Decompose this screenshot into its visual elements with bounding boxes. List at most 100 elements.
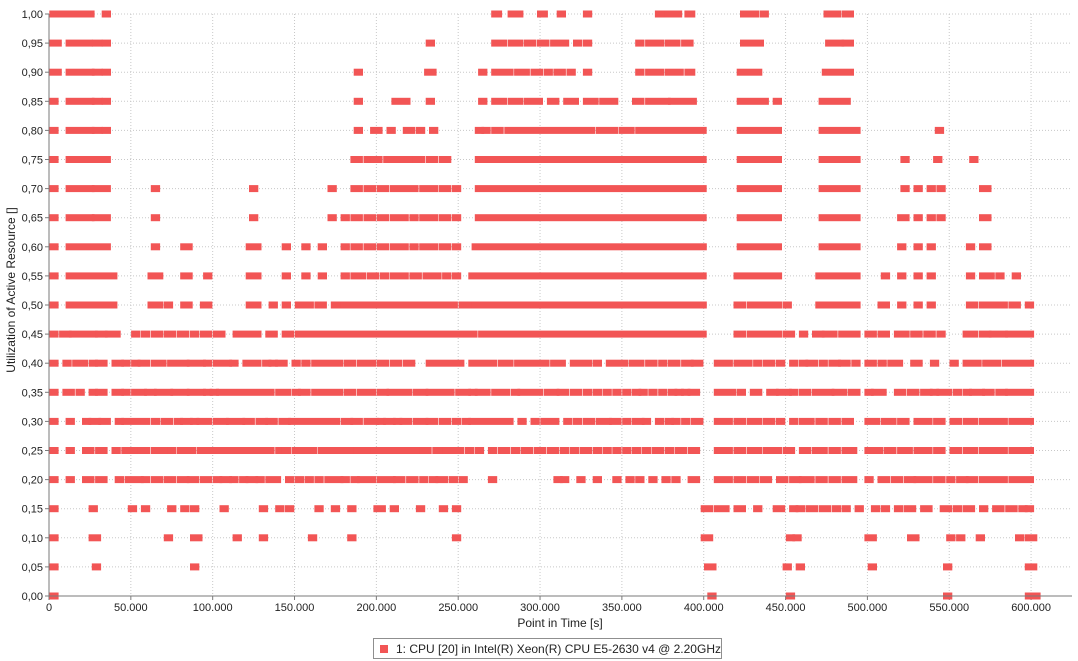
data-point: [979, 505, 989, 513]
data-point: [389, 359, 403, 367]
data-point: [537, 10, 548, 18]
data-point: [651, 447, 665, 454]
data-point: [245, 301, 262, 309]
data-point: [664, 39, 681, 47]
data-point: [612, 447, 622, 454]
data-point: [373, 505, 386, 513]
data-point: [635, 68, 645, 76]
data-point: [49, 505, 59, 513]
data-point: [65, 417, 75, 425]
data-point: [104, 330, 121, 338]
data-point: [514, 359, 550, 367]
data-point: [736, 214, 782, 222]
data-point: [569, 388, 583, 396]
data-point: [314, 476, 324, 484]
data-point: [864, 476, 874, 484]
data-point: [934, 126, 945, 134]
data-point: [612, 388, 622, 396]
data-point: [789, 359, 799, 367]
data-point: [360, 447, 373, 454]
data-point: [65, 97, 95, 105]
data-point: [507, 10, 524, 18]
data-point: [265, 330, 278, 338]
x-tick-labels: 0 50.000 100.000 150.000 200.000 250.000 300.0…: [46, 602, 1051, 614]
data-point: [1008, 301, 1021, 309]
data-point: [920, 388, 933, 396]
data-point: [101, 10, 111, 18]
data-point: [229, 359, 239, 367]
data-point: [88, 534, 102, 542]
data-point: [291, 359, 301, 367]
data-point: [219, 476, 232, 484]
data-point: [900, 156, 910, 163]
data-point: [929, 359, 940, 367]
data-point: [199, 301, 213, 309]
data-point: [327, 447, 340, 454]
data-point: [258, 505, 269, 513]
data-point: [474, 126, 485, 134]
data-point: [357, 476, 377, 484]
data-point: [674, 388, 684, 396]
data-point: [893, 330, 910, 338]
data-point: [491, 68, 514, 76]
data-point: [301, 243, 311, 251]
data-point: [88, 388, 98, 396]
data-point: [409, 447, 422, 454]
data-point: [776, 476, 789, 484]
data-point: [645, 68, 665, 76]
data-point: [952, 388, 963, 396]
data-point: [795, 505, 805, 513]
data-point: [285, 476, 295, 484]
data-point: [203, 359, 213, 367]
data-point: [880, 417, 897, 425]
data-point: [386, 388, 413, 396]
data-point: [900, 185, 910, 193]
data-point: [49, 534, 59, 542]
data-point: [258, 534, 269, 542]
y-tick-label: 0,00: [22, 591, 43, 603]
data-point: [432, 447, 445, 454]
data-point: [419, 214, 439, 222]
data-point: [49, 10, 95, 18]
data-point: [262, 359, 272, 367]
data-point: [170, 388, 190, 396]
data-point: [491, 388, 511, 396]
data-point: [540, 417, 560, 425]
data-point: [671, 417, 681, 425]
data-point: [180, 417, 193, 425]
data-point: [893, 388, 907, 396]
data-point: [154, 388, 174, 396]
data-point: [841, 476, 858, 484]
data-point: [275, 388, 291, 396]
data-point: [275, 447, 285, 454]
data-point: [648, 388, 658, 396]
data-point: [65, 39, 93, 47]
data-point: [186, 388, 206, 396]
data-point: [733, 330, 746, 338]
data-point: [664, 10, 683, 18]
data-point: [733, 505, 746, 513]
data-point: [582, 39, 593, 47]
data-point: [772, 97, 782, 105]
data-point: [848, 388, 861, 396]
data-point: [913, 447, 933, 454]
data-point: [442, 272, 452, 280]
data-point: [340, 301, 458, 309]
data-point: [746, 330, 783, 338]
data-point: [65, 301, 95, 309]
data-point: [965, 243, 976, 251]
data-point: [965, 301, 979, 309]
data-point: [530, 68, 543, 76]
data-point: [471, 301, 707, 309]
data-point: [870, 388, 887, 396]
data-point: [438, 156, 452, 163]
data-point: [877, 359, 887, 367]
data-point: [897, 301, 907, 309]
data-point: [337, 447, 347, 454]
data-point: [442, 447, 455, 454]
data-point: [823, 10, 841, 18]
data-point: [979, 447, 1008, 454]
data-point: [131, 330, 141, 338]
data-point: [962, 447, 979, 454]
data-point: [468, 388, 478, 396]
